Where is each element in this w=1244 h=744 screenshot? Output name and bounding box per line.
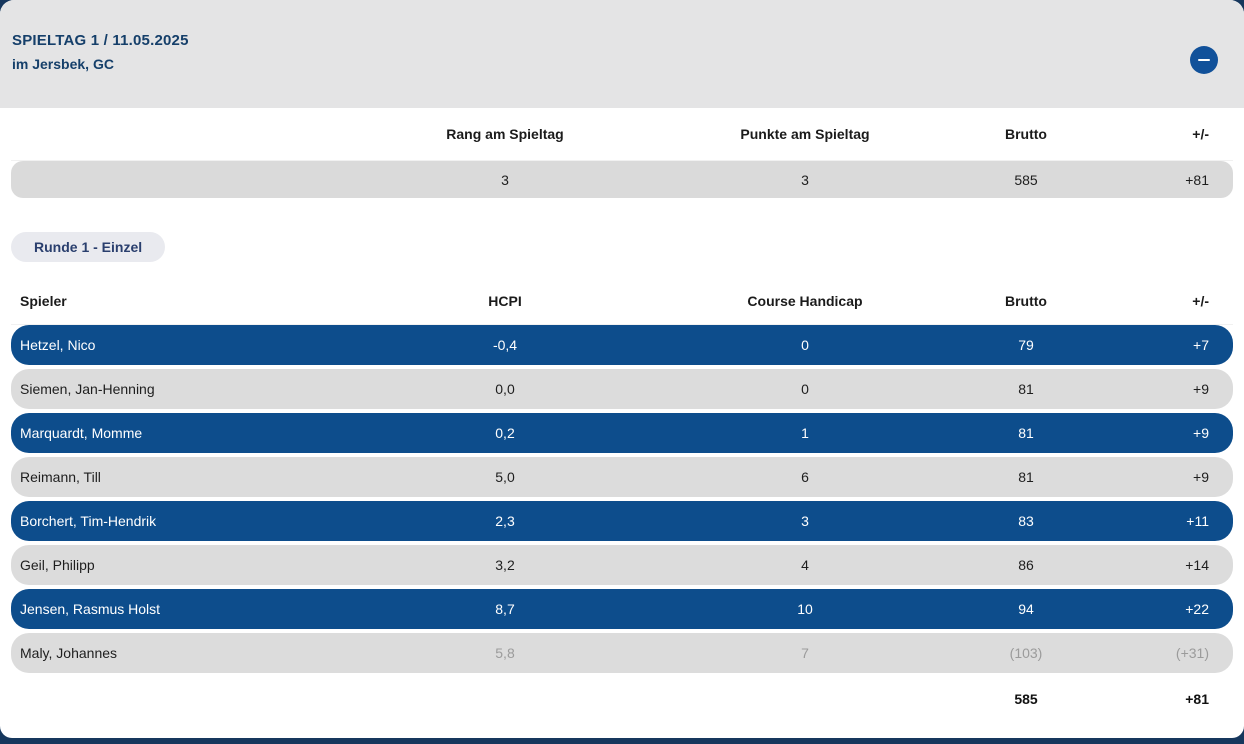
- player-course-handicap: 1: [801, 425, 809, 441]
- player-name: Siemen, Jan-Henning: [20, 381, 155, 397]
- player-brutto: 81: [1018, 469, 1034, 485]
- summary-col-punkte: Punkte am Spieltag: [740, 126, 870, 142]
- player-diff: +9: [1193, 381, 1209, 397]
- players-col-diff: +/-: [1192, 293, 1209, 309]
- player-name: Hetzel, Nico: [20, 337, 96, 353]
- player-name: Reimann, Till: [20, 469, 101, 485]
- player-hcpi: 0,2: [495, 425, 515, 441]
- player-course-handicap: 0: [801, 381, 809, 397]
- summary-col-brutto: Brutto: [1005, 126, 1047, 142]
- totals-brutto: 585: [1014, 691, 1038, 707]
- summary-brutto-value: 585: [1014, 171, 1038, 188]
- player-diff: +14: [1185, 557, 1209, 573]
- players-col-course-handicap: Course Handicap: [747, 293, 863, 309]
- player-row[interactable]: Geil, Philipp 3,2 4 86 +14: [11, 545, 1233, 585]
- collapse-button[interactable]: [1190, 46, 1218, 74]
- player-diff: (+31): [1175, 645, 1209, 661]
- totals-diff: +81: [1185, 691, 1209, 707]
- player-hcpi: 0,0: [495, 381, 515, 397]
- player-row[interactable]: Marquardt, Momme 0,2 1 81 +9: [11, 413, 1233, 453]
- player-hcpi: 8,7: [495, 601, 515, 617]
- player-name: Marquardt, Momme: [20, 425, 143, 441]
- summary-col-diff: +/-: [1192, 126, 1209, 142]
- player-row[interactable]: Maly, Johannes 5,8 7 (103) (+31): [11, 633, 1233, 673]
- player-hcpi: 5,8: [495, 645, 515, 661]
- summary-row: 3 3 585 +81: [11, 161, 1233, 198]
- players-col-brutto: Brutto: [1005, 293, 1047, 309]
- players-table-header: Spieler HCPI Course Handicap Brutto +/-: [11, 278, 1233, 325]
- player-row[interactable]: Siemen, Jan-Henning 0,0 0 81 +9: [11, 369, 1233, 409]
- spieltag-card-header: SPIELTAG 1 / 11.05.2025 im Jersbek, GC: [0, 0, 1244, 108]
- summary-diff-value: +81: [1185, 171, 1209, 188]
- players-col-hcpi: HCPI: [488, 293, 522, 309]
- player-row[interactable]: Jensen, Rasmus Holst 8,7 10 94 +22: [11, 589, 1233, 629]
- summary-col-rang: Rang am Spieltag: [446, 126, 564, 142]
- player-row[interactable]: Reimann, Till 5,0 6 81 +9: [11, 457, 1233, 497]
- player-diff: +11: [1186, 513, 1209, 529]
- player-row[interactable]: Hetzel, Nico -0,4 0 79 +7: [11, 325, 1233, 365]
- spieltag-title: SPIELTAG 1 / 11.05.2025: [12, 32, 189, 49]
- player-brutto: 83: [1018, 513, 1034, 529]
- player-hcpi: 2,3: [495, 513, 515, 529]
- player-brutto: (103): [1009, 645, 1043, 661]
- player-brutto: 79: [1018, 337, 1034, 353]
- player-row[interactable]: Borchert, Tim-Hendrik 2,3 3 83 +11: [11, 501, 1233, 541]
- player-course-handicap: 6: [801, 469, 809, 485]
- player-brutto: 86: [1018, 557, 1034, 573]
- player-brutto: 81: [1018, 425, 1034, 441]
- summary-punkte-value: 3: [801, 171, 809, 188]
- player-course-handicap: 7: [801, 645, 809, 661]
- player-course-handicap: 4: [801, 557, 809, 573]
- player-brutto: 94: [1018, 601, 1034, 617]
- player-name: Maly, Johannes: [20, 645, 118, 661]
- card-body: Rang am Spieltag Punkte am Spieltag Brut…: [0, 108, 1244, 721]
- players-table-body: Hetzel, Nico -0,4 0 79 +7 Siemen, Jan-He…: [11, 325, 1233, 673]
- player-name: Borchert, Tim-Hendrik: [20, 513, 157, 529]
- player-diff: +7: [1193, 337, 1209, 353]
- player-hcpi: 3,2: [495, 557, 515, 573]
- minus-icon: [1198, 59, 1210, 61]
- summary-table-header: Rang am Spieltag Punkte am Spieltag Brut…: [11, 108, 1233, 161]
- player-hcpi: -0,4: [492, 337, 518, 353]
- round-badge[interactable]: Runde 1 - Einzel: [11, 232, 166, 262]
- players-col-spieler: Spieler: [20, 293, 67, 309]
- summary-rang-value: 3: [501, 171, 509, 188]
- player-course-handicap: 10: [797, 601, 813, 617]
- player-name: Jensen, Rasmus Holst: [20, 601, 161, 617]
- player-diff: +9: [1193, 469, 1209, 485]
- player-hcpi: 5,0: [495, 469, 515, 485]
- player-brutto: 81: [1018, 381, 1034, 397]
- player-diff: +22: [1185, 601, 1209, 617]
- spieltag-location: im Jersbek, GC: [12, 56, 114, 72]
- player-name: Geil, Philipp: [20, 557, 95, 573]
- totals-row: 585 +81: [11, 677, 1233, 721]
- player-course-handicap: 0: [801, 337, 809, 353]
- player-diff: +9: [1193, 425, 1209, 441]
- player-course-handicap: 3: [801, 513, 809, 529]
